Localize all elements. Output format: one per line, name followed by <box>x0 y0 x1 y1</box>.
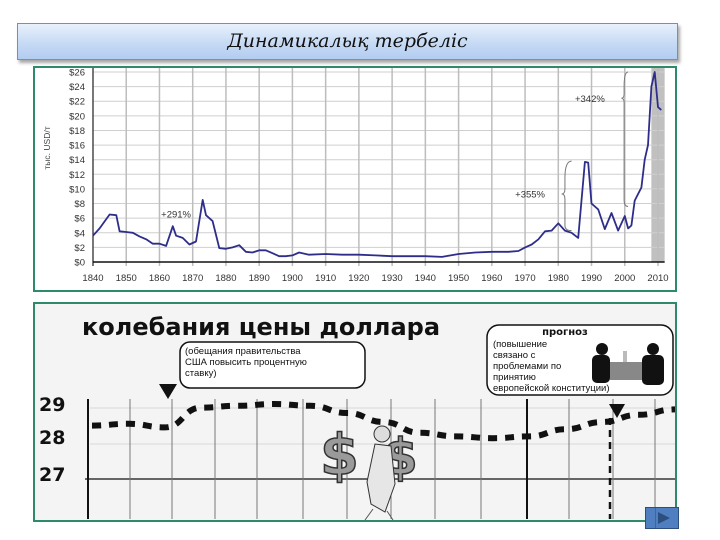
price-history-plot: $0 $2 $4 $6 $8 $10 $12 $14 $16 $18 $20 $22 $24 $26 184… <box>42 68 669 284</box>
event-marker-icon <box>159 384 177 399</box>
y-tick-label: $24 <box>69 82 85 93</box>
y-tick-label: 27 <box>39 464 65 486</box>
callout-text: ставку) <box>185 368 217 379</box>
y-tick-label: $16 <box>69 141 85 152</box>
x-tick-label: 1840 <box>82 273 103 284</box>
button-divider <box>655 508 656 528</box>
dollar-fluctuation-chart: колебания цены доллара 29 28 27 (обещания пр… <box>33 302 677 522</box>
x-tick-label: 1910 <box>315 273 336 284</box>
weightlifter-dollar-icon: $ $ <box>319 422 419 520</box>
x-tick-label: 1870 <box>182 273 203 284</box>
price-line <box>92 71 662 258</box>
play-arrow-icon <box>658 512 670 524</box>
y-tick-label: $14 <box>69 155 85 166</box>
meeting-silhouette-icon <box>592 343 664 385</box>
y-tick-label: 28 <box>39 427 65 449</box>
y-tick-label: 29 <box>39 394 65 416</box>
x-tick-label: 1990 <box>581 273 602 284</box>
svg-text:$: $ <box>320 423 359 488</box>
x-tick-label: 1930 <box>382 273 403 284</box>
y-tick-label: $6 <box>74 214 85 225</box>
x-tick-label: 1960 <box>481 273 502 284</box>
x-tick-label: 1940 <box>415 273 436 284</box>
price-history-chart: $0 $2 $4 $6 $8 $10 $12 $14 $16 $18 $20 $22 $24 $26 184… <box>33 66 677 292</box>
x-tick-label: 1920 <box>348 273 369 284</box>
dollar-fluctuation-plot: колебания цены доллара 29 28 27 (обещания пр… <box>39 313 675 520</box>
callout-bubble <box>179 341 366 389</box>
x-tick-label: 1950 <box>448 273 469 284</box>
y-tick-label: $20 <box>69 111 85 122</box>
brace-355 <box>561 160 572 232</box>
x-tick-label: 2010 <box>647 273 668 284</box>
y-axis-label: тыс. USD/т <box>42 126 52 169</box>
x-tick-label: 1900 <box>282 273 303 284</box>
forecast-text: (повышение <box>493 339 547 350</box>
y-tick-label: $26 <box>69 68 85 79</box>
y-tick-label: $2 <box>74 243 85 254</box>
slide-title: Динамикалық тербеліс <box>227 30 468 52</box>
x-tick-label: 1970 <box>514 273 535 284</box>
forecast-text: связано с <box>493 350 536 361</box>
y-tick-label: $12 <box>69 170 85 181</box>
x-tick-label: 1860 <box>149 273 170 284</box>
dollar-rate-dashed-line <box>91 400 675 442</box>
forecast-text: европейской конституции) <box>493 383 610 394</box>
x-tick-label: 1880 <box>215 273 236 284</box>
x-tick-label: 1890 <box>249 273 270 284</box>
callout-text: (обещания правительства <box>185 346 301 357</box>
y-tick-label: $0 <box>74 258 85 269</box>
forecast-title: прогноз <box>542 327 588 338</box>
slide-title-bar: Динамикалық тербеліс <box>17 23 678 60</box>
y-tick-label: $10 <box>69 184 85 195</box>
y-tick-label: $8 <box>74 199 85 210</box>
y-tick-label: $18 <box>69 126 85 137</box>
annotation-label: +342% <box>575 94 605 105</box>
forecast-marker-icon <box>609 404 625 418</box>
forecast-text: проблемами по <box>493 361 561 372</box>
forecast-text: принятию <box>493 372 536 383</box>
y-tick-label: $4 <box>74 228 85 239</box>
y-tick-label: $22 <box>69 97 85 108</box>
callout-text: США повысить процентную <box>185 357 307 368</box>
x-tick-label: 1850 <box>116 273 137 284</box>
annotation-label: +291% <box>161 209 191 220</box>
next-slide-button[interactable] <box>645 507 679 529</box>
annotation-label: +355% <box>515 190 545 201</box>
x-tick-label: 1980 <box>548 273 569 284</box>
chart-title: колебания цены доллара <box>82 313 440 341</box>
x-tick-label: 2000 <box>614 273 635 284</box>
